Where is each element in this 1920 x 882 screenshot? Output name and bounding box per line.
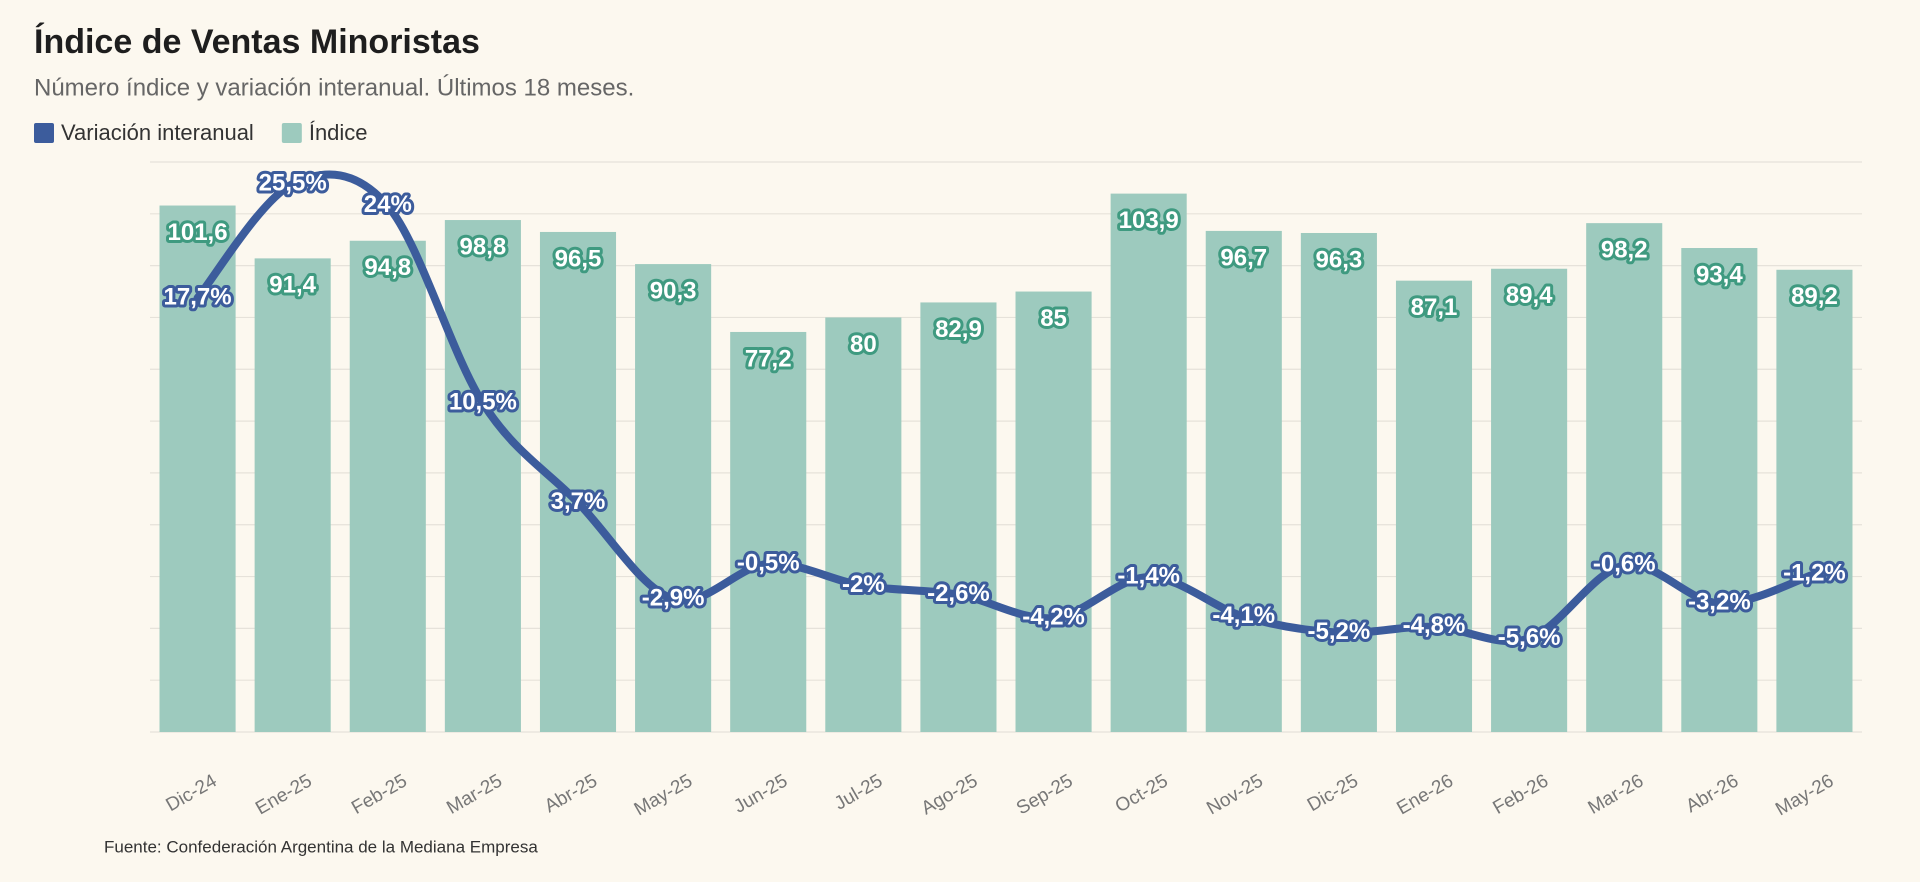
x-tick-label: Ene-25 <box>252 770 316 819</box>
bar-value-label: 96,7 <box>1220 244 1267 271</box>
bar <box>1395 280 1473 732</box>
x-tick-label: Dic-24 <box>163 770 221 816</box>
x-tick-label: Oct-25 <box>1112 770 1172 817</box>
bar-value-label: 90,3 <box>650 277 697 304</box>
x-tick-label: Ago-25 <box>918 770 982 819</box>
x-tick-label: Dic-25 <box>1304 770 1362 816</box>
bar-value-label: 94,8 <box>364 254 411 281</box>
line-value-label: -1,4% <box>1117 562 1180 589</box>
bar-value-label: 101,6 <box>168 219 228 246</box>
bar-value-label: 77,2 <box>745 345 792 372</box>
x-tick-label: Feb-25 <box>348 770 411 818</box>
line-value-label: -2% <box>842 571 885 598</box>
line-value-label: -2,6% <box>927 580 990 607</box>
bar <box>1110 193 1187 733</box>
bar <box>1491 268 1568 732</box>
line-value-label: -4,1% <box>1212 602 1275 629</box>
bar <box>254 258 331 732</box>
bar <box>444 220 521 732</box>
line-value-label: -0,6% <box>1593 551 1656 578</box>
chart-title: Índice de Ventas Minoristas <box>34 23 480 61</box>
x-tick-label: Nov-25 <box>1203 770 1267 819</box>
line <box>193 170 1819 646</box>
bar <box>1300 232 1377 732</box>
x-tick-label: Feb-26 <box>1489 770 1552 818</box>
bar <box>825 317 902 732</box>
x-tick-label: May-26 <box>1772 770 1837 820</box>
line-value-label: 10,5% <box>449 388 517 415</box>
legend-swatch <box>281 123 302 143</box>
x-tick-label: May-25 <box>631 770 696 820</box>
bar-value-label: 93,4 <box>1696 261 1743 288</box>
line-value-label: 25,5% <box>259 169 327 196</box>
x-tick-label: Jul-25 <box>831 770 886 814</box>
bar <box>1586 223 1663 733</box>
bar-value-label: 98,2 <box>1601 236 1648 263</box>
bar <box>920 302 997 732</box>
bar-value-label: 89,4 <box>1506 282 1553 309</box>
line-value-label: -0,5% <box>737 549 800 576</box>
x-tick-label: Mar-26 <box>1585 770 1648 818</box>
bar <box>1015 291 1092 732</box>
bar <box>349 240 426 732</box>
line-value-label: -4,8% <box>1403 612 1466 639</box>
x-tick-label: Ene-26 <box>1393 770 1457 819</box>
bar-value-label: 96,5 <box>555 245 602 272</box>
line-value-label: -1,2% <box>1783 559 1846 586</box>
bar <box>1681 248 1758 732</box>
chart-subtitle: Número índice y variación interanual. Úl… <box>34 74 634 101</box>
x-tick-label: Abr-25 <box>541 770 601 817</box>
bar-value-label: 80 <box>850 331 877 358</box>
line-value-label: -2,9% <box>642 584 705 611</box>
bar-value-label: 98,8 <box>460 233 507 260</box>
source: Fuente: Confederación Argentina de la Me… <box>104 837 538 856</box>
x-tick-label: Jun-25 <box>730 770 791 817</box>
bar <box>1205 230 1282 732</box>
bar-value-label: 89,2 <box>1791 283 1838 310</box>
bar <box>635 264 712 732</box>
line-value-label: -3,2% <box>1688 589 1751 616</box>
legend-label: Índice <box>309 120 368 145</box>
line-value-label: -5,2% <box>1308 618 1371 645</box>
legend-swatch <box>34 123 54 143</box>
line-value-label: 3,7% <box>551 488 606 515</box>
line-value-label: 24% <box>364 191 412 218</box>
bar-value-label: 103,9 <box>1119 207 1179 234</box>
x-tick-label: Sep-25 <box>1013 770 1077 819</box>
bar-value-label: 87,1 <box>1411 294 1458 321</box>
bar-value-label: 96,3 <box>1316 246 1363 273</box>
bar <box>1776 269 1853 732</box>
line-value-label: 17,7% <box>164 283 232 310</box>
x-tick-label: Abr-26 <box>1682 770 1742 817</box>
bar-value-label: 85 <box>1040 305 1067 332</box>
legend-label: Variación interanual <box>61 120 254 145</box>
x-tick-label: Mar-25 <box>443 770 506 818</box>
bar-value-label: 91,4 <box>269 272 316 299</box>
bar <box>730 331 807 732</box>
line-value-label: -5,6% <box>1498 624 1561 651</box>
bar-value-label: 82,9 <box>935 316 982 343</box>
line-value-label: -4,2% <box>1022 603 1085 630</box>
